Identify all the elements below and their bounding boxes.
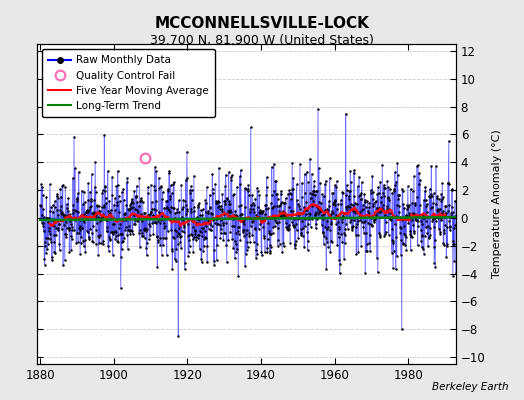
Y-axis label: Temperature Anomaly (°C): Temperature Anomaly (°C) [493, 130, 503, 278]
Text: 39.700 N, 81.900 W (United States): 39.700 N, 81.900 W (United States) [150, 34, 374, 47]
Legend: Raw Monthly Data, Quality Control Fail, Five Year Moving Average, Long-Term Tren: Raw Monthly Data, Quality Control Fail, … [42, 49, 215, 117]
Text: Berkeley Earth: Berkeley Earth [432, 382, 508, 392]
Text: MCCONNELLSVILLE-LOCK: MCCONNELLSVILLE-LOCK [155, 16, 369, 31]
